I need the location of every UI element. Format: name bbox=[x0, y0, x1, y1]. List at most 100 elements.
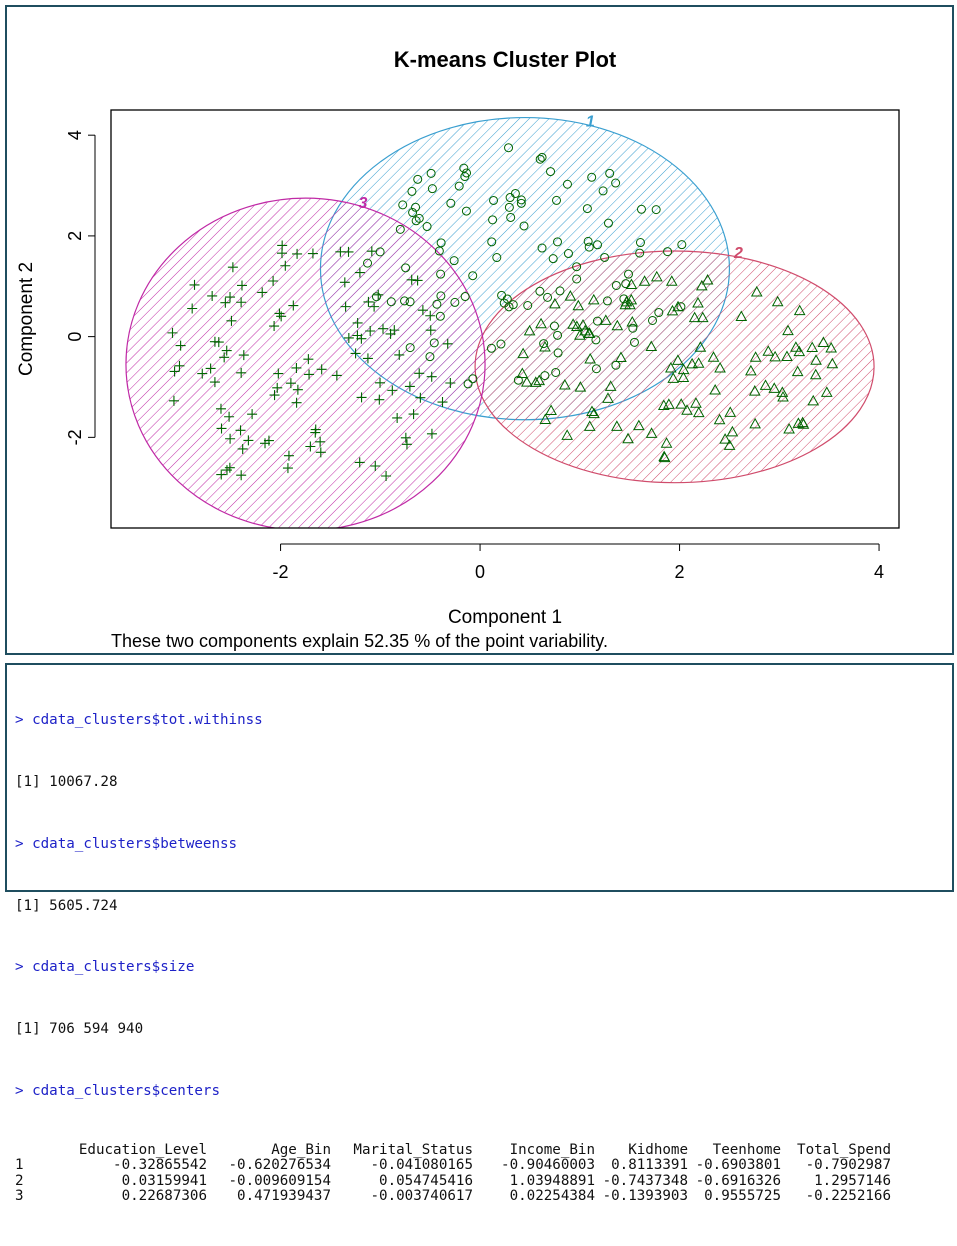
cluster-1-point bbox=[414, 213, 424, 223]
cluster-1-point bbox=[395, 224, 405, 234]
cluster-2-point bbox=[602, 392, 614, 403]
centers-header-cell: Education_Level bbox=[78, 1141, 207, 1158]
y-tick-label: -2 bbox=[65, 429, 85, 445]
cluster-3-point bbox=[291, 397, 302, 408]
cluster-2-point bbox=[599, 314, 612, 325]
cluster-3-point bbox=[189, 279, 200, 290]
cluster-3-point bbox=[425, 310, 436, 321]
cluster-2-point bbox=[782, 324, 794, 336]
cluster-1-point bbox=[398, 200, 408, 210]
cluster-1-point bbox=[468, 271, 478, 281]
cluster-3-point bbox=[343, 332, 354, 343]
console-output-betweenss: [1] 5605.724 bbox=[15, 897, 118, 914]
cluster-2-point bbox=[619, 298, 632, 310]
cluster-2-point bbox=[748, 385, 761, 396]
cluster-2-point bbox=[781, 350, 793, 362]
cluster-1-point bbox=[543, 292, 553, 302]
centers-cell: 0.471939437 bbox=[237, 1188, 331, 1205]
cluster-1-point bbox=[488, 215, 498, 225]
centers-header-cell: Teenhome bbox=[712, 1141, 781, 1158]
cluster-1-point bbox=[591, 364, 601, 374]
cluster-2-point bbox=[625, 293, 638, 305]
cluster-3-point bbox=[401, 439, 412, 450]
cluster-3-point bbox=[175, 340, 186, 351]
cluster-2-point bbox=[650, 270, 663, 282]
cluster-2-point bbox=[692, 406, 705, 418]
cluster-3-point bbox=[404, 381, 415, 392]
centers-cell: 2 bbox=[15, 1172, 24, 1189]
cluster-2-point bbox=[769, 350, 781, 362]
cluster-1-point bbox=[516, 195, 526, 205]
centers-cell: -0.90460003 bbox=[501, 1157, 595, 1174]
cluster-3-point bbox=[225, 433, 236, 444]
cluster-1-point bbox=[629, 337, 639, 347]
cluster-2-point bbox=[759, 379, 772, 390]
cluster-3-point bbox=[331, 370, 342, 381]
cluster-1-point bbox=[486, 343, 496, 353]
cluster-plot: K-means Cluster Plot 1 2 3 -2 0 2 4 -2 0 2 4 Com… bbox=[16, 47, 900, 651]
cluster-3-point bbox=[225, 292, 236, 303]
cluster-2-point bbox=[692, 296, 704, 308]
cluster-1-point bbox=[677, 240, 687, 250]
cluster-3-point bbox=[385, 328, 396, 339]
cluster-1-point bbox=[413, 174, 423, 184]
x-tick-label: -2 bbox=[273, 562, 289, 582]
cluster-1-point bbox=[386, 297, 396, 307]
cluster-2-point bbox=[762, 345, 775, 356]
centers-cell: -0.6903801 bbox=[695, 1157, 781, 1174]
cluster-2-point bbox=[749, 351, 762, 362]
cluster-1-point bbox=[460, 172, 470, 182]
cluster-1-point bbox=[603, 218, 613, 228]
cluster-2-point bbox=[790, 341, 802, 352]
cluster-3-point bbox=[219, 352, 230, 363]
cluster-2-point bbox=[694, 341, 707, 352]
cluster-1-point bbox=[449, 256, 459, 266]
cluster-1-point bbox=[537, 243, 547, 253]
cluster-1-point bbox=[549, 321, 559, 331]
cluster-1-point bbox=[408, 208, 418, 218]
cluster-2-point bbox=[626, 315, 639, 327]
cluster-2-point bbox=[535, 317, 547, 329]
centers-cell: 0.03159941 bbox=[121, 1172, 207, 1189]
cluster-1-point bbox=[572, 262, 582, 272]
cluster-1-point bbox=[446, 198, 456, 208]
centers-cell: 1.2957146 bbox=[814, 1172, 891, 1189]
cluster-2-point bbox=[611, 420, 623, 431]
centers-row: 2 0.03159941 -0.009609154 0.054745416 1.0394… bbox=[15, 1172, 891, 1190]
cluster-3-point bbox=[220, 297, 231, 308]
cluster-3-point bbox=[392, 412, 403, 423]
cluster-3-point bbox=[236, 280, 247, 291]
cluster-2-point bbox=[681, 404, 693, 415]
cluster-3-point bbox=[272, 382, 283, 393]
cluster-2-point bbox=[750, 285, 763, 297]
cluster-3-point bbox=[412, 275, 423, 286]
cluster-1-point bbox=[583, 236, 593, 246]
cluster-2-point bbox=[820, 386, 833, 397]
cluster-2-point bbox=[645, 427, 658, 438]
cluster-2-point bbox=[665, 361, 677, 373]
cluster-2-point bbox=[604, 380, 617, 391]
cluster-1-point bbox=[405, 343, 415, 353]
r-console-panel: > cdata_clusters$tot.withinss [1] 10067.… bbox=[5, 663, 954, 1204]
cluster-3-point bbox=[227, 262, 238, 273]
plot-title: K-means Cluster Plot bbox=[394, 47, 617, 72]
cluster-3-point bbox=[335, 246, 346, 257]
centers-cell: 1 bbox=[15, 1157, 24, 1174]
cluster-2-point bbox=[709, 383, 722, 395]
cluster-1-point bbox=[623, 269, 633, 279]
cluster-3-point bbox=[243, 435, 254, 446]
centers-header-cell: Kidhome bbox=[628, 1141, 688, 1158]
cluster-1-point bbox=[591, 335, 601, 345]
cluster-3-point bbox=[236, 470, 247, 481]
cluster-1-point bbox=[605, 168, 615, 178]
cluster-2-point bbox=[665, 275, 678, 286]
cluster-1-point bbox=[496, 339, 506, 349]
centers-header-cell: Total_Spend bbox=[797, 1141, 891, 1158]
cluster-2-point bbox=[807, 394, 820, 406]
cluster-1-point bbox=[563, 249, 573, 259]
cluster-1-point bbox=[429, 338, 439, 348]
cluster-ellipse-3 bbox=[125, 197, 486, 528]
cluster-3-point bbox=[209, 377, 220, 388]
cluster-3-point bbox=[339, 277, 350, 288]
cluster-2-point bbox=[749, 417, 761, 429]
